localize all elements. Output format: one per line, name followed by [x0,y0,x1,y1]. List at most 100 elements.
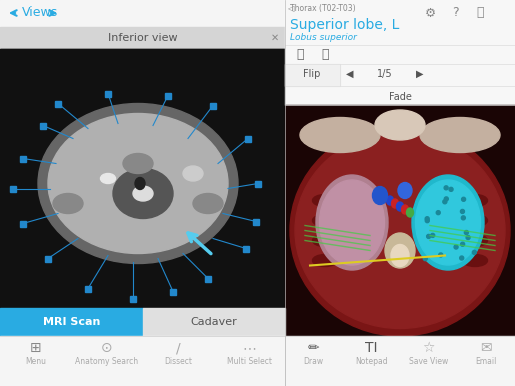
Ellipse shape [425,217,429,221]
Text: Email: Email [475,357,497,366]
Ellipse shape [454,245,458,249]
Text: ◁: ◁ [287,5,294,14]
Bar [170,288,176,295]
Ellipse shape [462,254,488,266]
Text: Cadaver: Cadaver [191,317,237,327]
Ellipse shape [444,197,448,201]
Ellipse shape [183,166,203,181]
Bar [20,156,26,161]
Text: Fade: Fade [388,92,411,102]
Ellipse shape [53,193,83,213]
Text: Dissect: Dissect [164,357,192,366]
Text: /: / [176,341,180,355]
Ellipse shape [135,178,145,190]
Ellipse shape [319,180,385,265]
Ellipse shape [402,205,408,214]
Bar [245,135,251,142]
Bar [10,186,16,191]
Ellipse shape [372,186,387,205]
Ellipse shape [391,244,409,266]
Text: Superior lobe, L: Superior lobe, L [290,18,399,32]
Ellipse shape [449,187,453,191]
Bar [285,0,515,336]
Ellipse shape [461,197,466,201]
Ellipse shape [472,251,476,254]
Ellipse shape [133,186,153,201]
Text: Inferior view: Inferior view [108,33,177,43]
Ellipse shape [462,195,488,207]
Ellipse shape [316,175,388,270]
Ellipse shape [460,210,465,213]
Bar [205,276,211,281]
Text: ⋯: ⋯ [243,341,256,355]
Text: Multi Select: Multi Select [227,357,272,366]
Text: MRI Scan: MRI Scan [43,317,100,327]
Ellipse shape [375,110,425,140]
Ellipse shape [100,173,115,183]
Ellipse shape [295,132,505,328]
Text: ✏: ✏ [308,341,320,355]
Ellipse shape [443,200,447,204]
Bar [0,49,285,308]
Text: Notepad: Notepad [355,357,388,366]
Text: ?: ? [452,7,458,20]
Bar [285,105,515,336]
Ellipse shape [423,257,427,261]
Text: Menu: Menu [25,357,46,366]
Text: TI: TI [365,341,377,355]
Ellipse shape [460,256,464,260]
Text: ✉: ✉ [480,341,492,355]
Ellipse shape [48,113,228,254]
Ellipse shape [465,230,468,235]
Bar [130,296,136,301]
Text: ⚙: ⚙ [424,7,436,20]
Text: 📖: 📖 [296,49,304,61]
Ellipse shape [386,196,393,205]
Ellipse shape [439,253,443,257]
Text: ☆: ☆ [422,341,435,355]
Bar [20,220,26,227]
Bar [85,286,91,291]
Ellipse shape [290,125,510,336]
Bar [40,122,46,129]
Text: 1/5: 1/5 [377,69,393,79]
Bar [0,49,285,308]
Ellipse shape [426,234,431,239]
Text: Flip: Flip [303,69,321,79]
Text: ⊞: ⊞ [30,341,41,355]
Text: Draw: Draw [304,357,324,366]
Text: Anatomy Search: Anatomy Search [75,357,139,366]
Ellipse shape [385,233,415,268]
Bar [55,100,61,107]
Bar [0,308,143,336]
Bar [255,181,261,186]
Text: ⊙: ⊙ [101,341,113,355]
Ellipse shape [412,175,484,270]
Ellipse shape [462,235,488,247]
Ellipse shape [436,211,440,215]
Bar [45,256,51,261]
Text: Lobus superior: Lobus superior [290,32,357,42]
Bar [210,103,216,108]
Ellipse shape [461,216,466,220]
Bar [285,64,340,86]
Ellipse shape [300,117,380,152]
Bar [0,0,515,27]
Ellipse shape [462,215,488,227]
Ellipse shape [444,186,448,190]
Bar [285,0,515,105]
Ellipse shape [313,254,337,266]
Ellipse shape [425,218,430,223]
Bar [243,245,249,252]
Text: ◀: ◀ [346,69,354,79]
Ellipse shape [397,202,403,211]
Text: ✕: ✕ [271,33,279,43]
Ellipse shape [313,215,337,227]
Bar [165,93,171,98]
Text: Thorax (T02-T03): Thorax (T02-T03) [290,5,356,14]
Ellipse shape [460,242,465,246]
Ellipse shape [398,183,412,198]
Ellipse shape [416,180,480,265]
Bar [0,27,285,49]
Bar [105,90,111,96]
